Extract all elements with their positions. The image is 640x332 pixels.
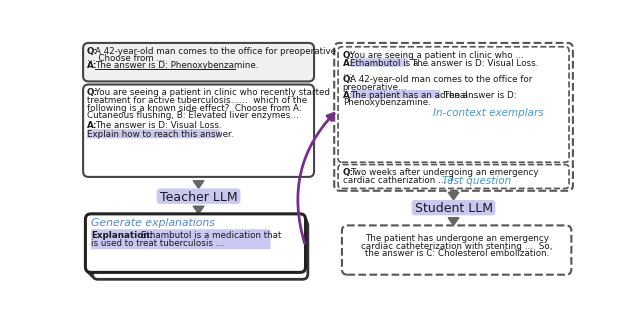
Text: Teacher LLM: Teacher LLM: [160, 191, 237, 204]
Text: The patient has an adrenal …: The patient has an adrenal …: [351, 91, 479, 100]
Text: the answer is C: Cholesterol embolization.: the answer is C: Cholesterol embolizatio…: [365, 249, 548, 258]
Text: A:: A:: [343, 91, 353, 100]
Text: Student LLM: Student LLM: [415, 203, 493, 215]
Text: A:: A:: [343, 59, 353, 68]
Text: Q:: Q:: [87, 88, 98, 97]
Text: A 42-year-old man comes to the office for preoperative: A 42-year-old man comes to the office fo…: [95, 47, 336, 56]
FancyBboxPatch shape: [83, 85, 314, 177]
Text: Explain how to reach this answer.: Explain how to reach this answer.: [87, 130, 234, 139]
Polygon shape: [193, 206, 204, 214]
Polygon shape: [448, 192, 459, 200]
Text: The answer is D: Visual Loss.: The answer is D: Visual Loss.: [95, 121, 221, 130]
Text: treatment for active tuberculosis……  which of the: treatment for active tuberculosis…… whic…: [87, 96, 307, 105]
FancyBboxPatch shape: [157, 189, 241, 204]
FancyBboxPatch shape: [88, 216, 307, 275]
Text: A:: A:: [87, 121, 97, 130]
Text: cardiac catheterization with stenting …  So,: cardiac catheterization with stenting … …: [361, 242, 552, 251]
Text: … Choose from …: … Choose from …: [87, 54, 165, 63]
Text: Ethambutol is a …: Ethambutol is a …: [351, 59, 430, 68]
FancyBboxPatch shape: [342, 225, 572, 275]
FancyBboxPatch shape: [351, 90, 440, 98]
FancyBboxPatch shape: [83, 43, 314, 81]
Polygon shape: [448, 218, 459, 225]
FancyBboxPatch shape: [91, 229, 271, 249]
Text: Ethambutol is a medication that: Ethambutol is a medication that: [141, 231, 282, 240]
Text: Two weeks after undergoing an emergency: Two weeks after undergoing an emergency: [351, 168, 539, 177]
Text: The patient has undergone an emergency: The patient has undergone an emergency: [365, 234, 548, 243]
Text: following is a known side effect?  Choose from A:: following is a known side effect? Choose…: [87, 104, 301, 113]
Text: Cutaneous flushing, B: Elevated liver enzymes…: Cutaneous flushing, B: Elevated liver en…: [87, 112, 299, 121]
FancyBboxPatch shape: [351, 58, 408, 67]
FancyBboxPatch shape: [85, 214, 305, 272]
Text: Phenoxybenzamine.: Phenoxybenzamine.: [343, 98, 431, 107]
Text: Q:: Q:: [343, 168, 354, 177]
Text: cardiac catherization … ?: cardiac catherization … ?: [343, 176, 454, 185]
FancyBboxPatch shape: [338, 165, 569, 189]
FancyBboxPatch shape: [338, 47, 569, 162]
Text: Explanation:: Explanation:: [91, 231, 153, 240]
Text: Test question: Test question: [442, 176, 511, 186]
Text: You are seeing a patient in clinic who …: You are seeing a patient in clinic who …: [351, 51, 524, 60]
FancyBboxPatch shape: [87, 129, 220, 138]
Text: Q:: Q:: [343, 51, 354, 60]
Text: is used to treat tuberculosis …: is used to treat tuberculosis …: [91, 238, 224, 247]
Text: You are seeing a patient in clinic who recently started: You are seeing a patient in clinic who r…: [95, 88, 330, 97]
FancyBboxPatch shape: [412, 200, 495, 215]
Text: preoperative…: preoperative…: [343, 83, 407, 92]
Text: Q:: Q:: [87, 47, 98, 56]
Text: Generate explanations: Generate explanations: [91, 218, 215, 228]
Text: In-context exemplars: In-context exemplars: [433, 108, 543, 119]
Text: A:: A:: [87, 61, 97, 70]
FancyBboxPatch shape: [90, 218, 307, 277]
Text: …: …: [343, 68, 351, 77]
Text: The answer is D: Phenoxybenzamine.: The answer is D: Phenoxybenzamine.: [95, 61, 258, 70]
FancyBboxPatch shape: [92, 221, 308, 279]
Text: The answer is D: Visual Loss.: The answer is D: Visual Loss.: [408, 59, 538, 68]
Text: Q:: Q:: [343, 75, 354, 84]
Polygon shape: [193, 181, 204, 188]
Text: The answer is D:: The answer is D:: [441, 91, 516, 100]
Text: A 42-year-old man comes to the office for: A 42-year-old man comes to the office fo…: [351, 75, 533, 84]
FancyBboxPatch shape: [334, 43, 573, 191]
